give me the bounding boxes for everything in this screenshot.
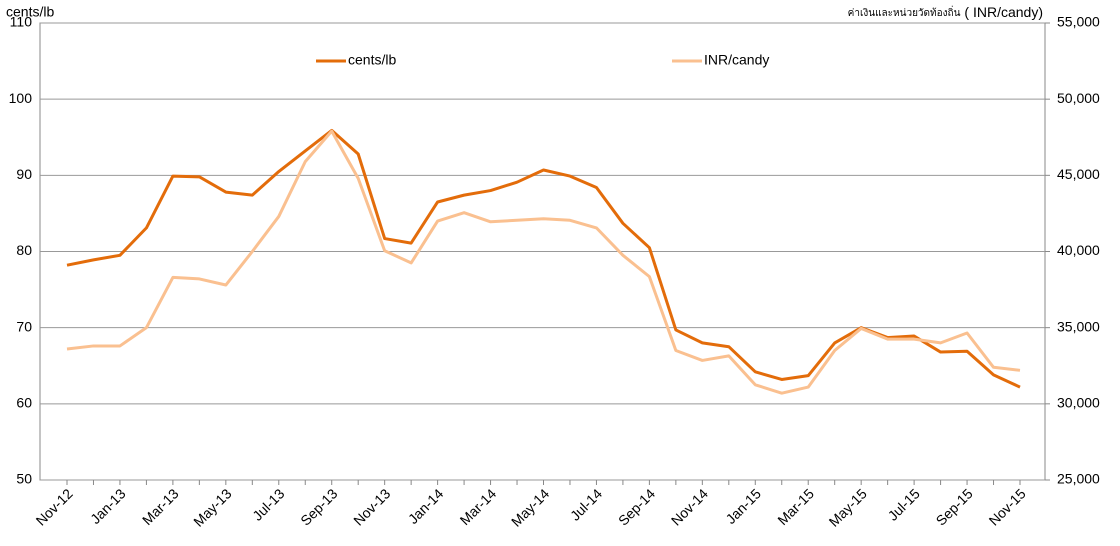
x-tick-label: Nov-13: [350, 485, 393, 528]
y2-tick-label: 30,000: [1057, 395, 1100, 411]
y2-axis-label-local: ค่าเงินและหน่วยวัดท้องถิ่น: [848, 5, 961, 19]
x-tick-label: Sep-13: [297, 485, 340, 528]
y-tick-label: 90: [16, 166, 32, 182]
y2-tick-label: 55,000: [1057, 14, 1100, 30]
y2-tick-label: 35,000: [1057, 318, 1100, 334]
x-tick-label: Nov-15: [986, 485, 1029, 528]
y2-axis-label-unit: ( INR/candy): [964, 4, 1043, 20]
legend-label: cents/lb: [348, 52, 396, 68]
x-tick-label: Jul-13: [249, 485, 287, 523]
y-tick-label: 110: [10, 14, 33, 30]
x-tick-label: Jul-14: [567, 485, 605, 523]
x-tick-label: May-15: [826, 485, 870, 529]
x-tick-label: Jan-13: [87, 485, 129, 527]
y2-axis-label: ค่าเงินและหน่วยวัดท้องถิ่น( INR/candy): [848, 4, 1043, 20]
x-tick-label: Nov-12: [33, 485, 76, 528]
x-tick-label: Mar-15: [774, 485, 817, 528]
y2-tick-label: 50,000: [1057, 90, 1100, 106]
y2-tick-label: 45,000: [1057, 166, 1100, 182]
x-tick-label: Jul-15: [885, 485, 923, 523]
x-tick-label: May-13: [190, 485, 234, 529]
y-tick-label: 60: [16, 395, 32, 411]
x-tick-label: Sep-14: [615, 485, 658, 528]
x-tick-label: May-14: [508, 485, 552, 529]
y-tick-label: 100: [9, 90, 33, 106]
x-tick-label: Nov-14: [668, 485, 711, 528]
y-tick-label: 50: [16, 471, 32, 487]
legend-label: INR/candy: [704, 52, 769, 68]
y-tick-label: 80: [16, 242, 32, 258]
y2-tick-label: 40,000: [1057, 242, 1100, 258]
y-axis-label: cents/lb: [6, 4, 54, 20]
y2-tick-label: 25,000: [1057, 471, 1100, 487]
series-line: [66, 129, 1021, 395]
x-tick-label: Jan-14: [405, 485, 447, 527]
x-tick-label: Jan-15: [722, 485, 764, 527]
x-tick-label: Sep-15: [933, 485, 976, 528]
series-line: [66, 128, 1021, 389]
x-tick-label: Mar-14: [457, 485, 500, 528]
y-tick-label: 70: [16, 318, 32, 334]
x-tick-label: Mar-13: [139, 485, 182, 528]
